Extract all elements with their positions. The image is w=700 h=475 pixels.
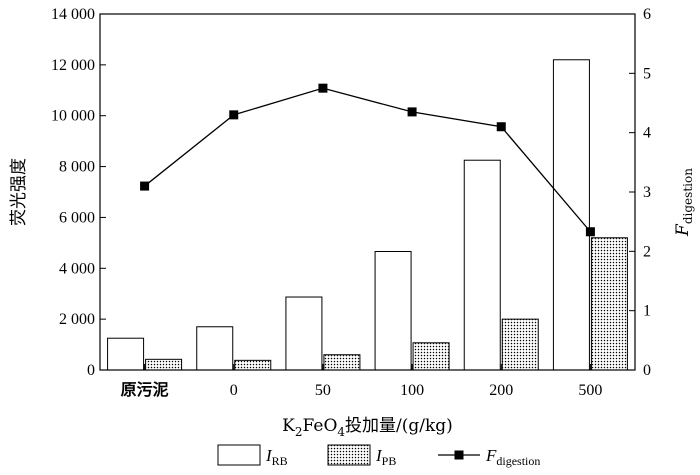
x-tick-label-3: 100 [400,382,424,399]
x-axis-title-part-2: FeO [303,416,338,436]
right-axis-title-main: F [673,223,693,237]
legend-label-main-1: I [375,446,383,465]
legend-symbol-marker [454,450,464,460]
left-tick-label-7: 14 000 [51,6,95,23]
legend-label-main-2: F [485,446,497,465]
legend-label-main-0: I [265,446,273,465]
legend-label-sub-0: RB [272,454,288,468]
bar-i-pb-2 [323,354,361,371]
x-axis-title-part-3: 4 [337,425,345,439]
left-tick-label-2: 4 000 [59,260,95,277]
right-tick-label-2: 2 [643,243,651,260]
x-tick-label-2: 50 [315,382,331,399]
right-tick-label-0: 0 [643,362,651,379]
left-tick-label-3: 6 000 [59,209,95,226]
right-tick-label-6: 6 [643,6,651,23]
bar-i-pb-0 [145,358,183,371]
bar-i-pb-3 [412,342,450,371]
marker-f-digestion-4 [496,122,506,132]
left-tick-label-1: 2 000 [59,311,95,328]
x-tick-label-5: 500 [578,382,602,399]
right-tick-label-5: 5 [643,65,651,82]
marker-f-digestion-0 [140,181,150,191]
legend-label-sub-1: PB [382,454,397,468]
right-tick-label-4: 4 [643,125,651,142]
bar-i-rb-1 [196,326,234,371]
x-axis-title-part-4: 投加量/(g/kg) [345,416,453,436]
left-tick-label-5: 10 000 [51,108,95,125]
bar-i-rb-5 [552,59,590,371]
x-tick-label-4: 200 [489,382,513,399]
right-tick-label-1: 1 [643,303,651,320]
plot-area [107,59,628,371]
marker-f-digestion-1 [229,110,239,120]
x-axis-title: K2FeO4投加量/(g/kg) [282,416,453,439]
x-axis-title-part-0: K [282,416,295,436]
bar-i-pb-1 [234,359,272,371]
right-axis-title-sub: digestion [681,168,695,224]
marker-f-digestion-2 [318,83,328,93]
bar-i-rb-0 [107,337,145,371]
bar-i-rb-4 [463,159,501,371]
line-f-digestion [144,87,591,233]
left-tick-label-4: 8 000 [59,159,95,176]
bar-i-rb-3 [374,251,412,371]
left-axis-title: 荧光强度 [9,158,29,226]
legend-label-sub-2: digestion [496,454,540,468]
x-tick-label-1: 0 [230,382,238,399]
legend-symbol-i-pb [327,444,371,466]
left-tick-label-0: 0 [87,362,95,379]
right-axis-title: Fdigestion [673,168,695,237]
bar-i-rb-2 [285,296,323,371]
legend-label-2: Fdigestion [485,446,540,468]
legend-label-0: IRB [265,446,288,468]
axes: 0 2 000 4 000 6 000 8 000 10 000 12 000 14 000 0… [9,6,695,439]
legend-label-1: IPB [375,446,396,468]
bar-i-pb-4 [501,318,539,371]
left-tick-label-6: 12 000 [51,57,95,74]
legend-symbol-i-rb [217,444,261,466]
marker-f-digestion-5 [585,227,595,237]
x-axis-title-part-1: 2 [295,425,303,439]
legend: IRB IPB Fdigestion [217,444,540,468]
x-tick-label-0: 原污泥 [121,380,169,399]
marker-f-digestion-3 [407,107,417,117]
bar-i-pb-5 [590,237,628,371]
right-tick-label-3: 3 [643,184,651,201]
